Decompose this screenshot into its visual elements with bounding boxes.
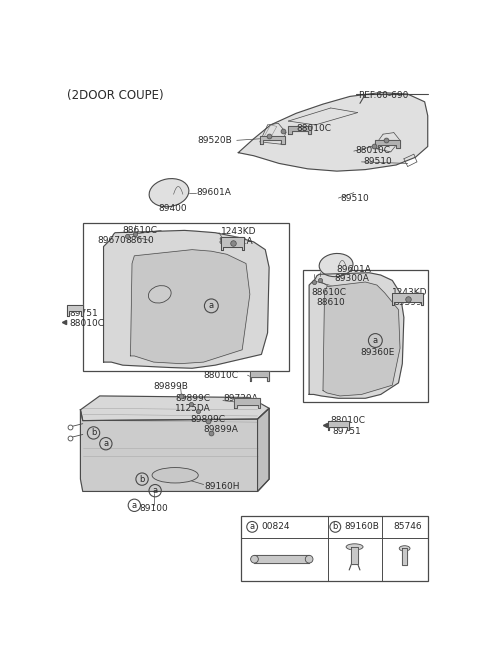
Text: 89899B: 89899B <box>154 382 189 391</box>
Polygon shape <box>254 556 309 563</box>
Ellipse shape <box>149 178 189 207</box>
Ellipse shape <box>152 468 198 483</box>
Polygon shape <box>221 237 244 250</box>
Bar <box>303 270 428 402</box>
Text: 89160H: 89160H <box>204 482 240 491</box>
Polygon shape <box>234 398 260 408</box>
Text: 89899C: 89899C <box>191 415 226 424</box>
Text: a: a <box>209 301 214 310</box>
Ellipse shape <box>251 556 258 563</box>
Text: 89670: 89670 <box>97 236 126 245</box>
Text: a: a <box>132 501 137 510</box>
Text: 89400: 89400 <box>158 203 187 213</box>
Text: a: a <box>250 522 255 531</box>
Text: 88610: 88610 <box>125 236 154 245</box>
Polygon shape <box>309 273 404 398</box>
Text: 88610C: 88610C <box>312 287 347 297</box>
Ellipse shape <box>305 556 313 563</box>
Text: 88610C: 88610C <box>123 226 158 235</box>
Text: 00824: 00824 <box>262 522 290 531</box>
Text: 88010C: 88010C <box>331 416 366 425</box>
Text: 89899A: 89899A <box>204 425 239 434</box>
Ellipse shape <box>399 546 410 551</box>
Text: 85746: 85746 <box>394 522 422 531</box>
Text: a: a <box>153 486 158 495</box>
Text: 89399: 89399 <box>394 298 422 306</box>
Text: 89751: 89751 <box>332 427 361 436</box>
Polygon shape <box>238 92 428 171</box>
Text: 89160B: 89160B <box>345 522 379 531</box>
Text: 89412A: 89412A <box>218 237 253 247</box>
Polygon shape <box>392 293 423 305</box>
Text: 89510: 89510 <box>340 194 369 203</box>
Text: 89899C: 89899C <box>175 394 210 403</box>
Polygon shape <box>328 420 349 430</box>
Polygon shape <box>81 408 269 491</box>
Polygon shape <box>131 250 250 363</box>
Text: 89601A: 89601A <box>197 188 231 197</box>
Polygon shape <box>402 548 407 565</box>
Text: 89100: 89100 <box>139 504 168 513</box>
Polygon shape <box>375 140 400 148</box>
Ellipse shape <box>319 253 353 277</box>
Bar <box>83 224 289 371</box>
Text: b: b <box>139 475 145 483</box>
Polygon shape <box>81 396 269 420</box>
Text: 89300A: 89300A <box>335 274 370 283</box>
Text: b: b <box>91 428 96 438</box>
Text: 88010C: 88010C <box>203 371 238 380</box>
Polygon shape <box>250 371 269 380</box>
Bar <box>241 516 428 581</box>
Polygon shape <box>67 305 83 316</box>
Text: 88610: 88610 <box>317 298 346 306</box>
Text: 89510: 89510 <box>363 157 392 167</box>
Polygon shape <box>258 408 269 491</box>
Polygon shape <box>104 230 269 368</box>
Text: 89520B: 89520B <box>197 136 232 145</box>
Text: 89751: 89751 <box>69 309 97 318</box>
Text: 88010C: 88010C <box>355 146 390 155</box>
Text: 89601A: 89601A <box>337 265 372 274</box>
Text: (2DOOR COUPE): (2DOOR COUPE) <box>67 89 164 102</box>
Text: 1125DA: 1125DA <box>175 404 211 413</box>
Text: 1243KD: 1243KD <box>221 227 257 236</box>
Polygon shape <box>288 127 312 134</box>
Text: 1243KD: 1243KD <box>392 287 428 297</box>
Text: 88010C: 88010C <box>297 124 332 133</box>
Polygon shape <box>351 547 359 564</box>
Polygon shape <box>323 282 400 396</box>
Text: 89720A: 89720A <box>223 394 258 403</box>
Polygon shape <box>260 136 285 144</box>
Text: 88010C: 88010C <box>69 319 104 328</box>
Text: a: a <box>373 336 378 345</box>
Text: 89360E: 89360E <box>360 348 395 357</box>
Text: a: a <box>103 440 108 448</box>
Ellipse shape <box>148 285 171 303</box>
Ellipse shape <box>346 544 363 550</box>
Text: REF.60-690: REF.60-690 <box>358 91 408 100</box>
Text: b: b <box>333 522 338 531</box>
